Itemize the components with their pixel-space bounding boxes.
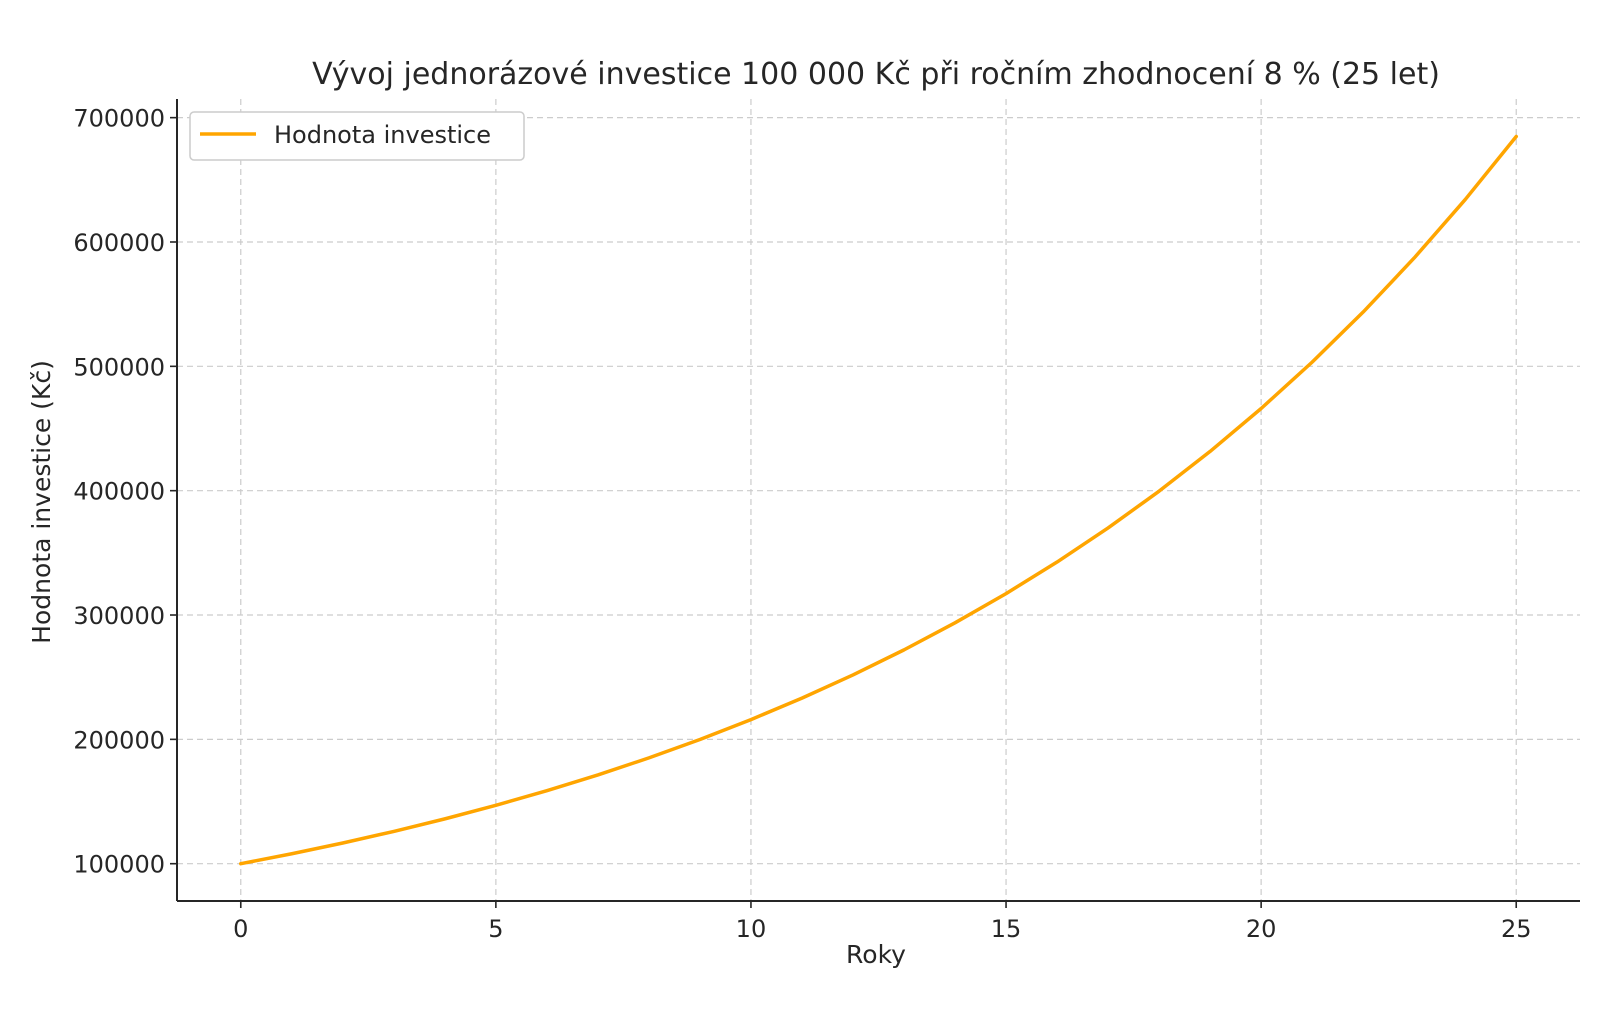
x-axis-label: Roky [846,940,906,969]
axes: 0 5 10 15 20 25 100000 200000 300000 400000 500000… [73,99,1580,943]
y-axis-label: Hodnota investice (Kč) [27,360,56,644]
legend-box [189,111,525,161]
y-tick-label: 300000 [73,602,165,630]
y-tick-label: 500000 [73,353,165,381]
y-tick-label: 600000 [73,229,165,257]
x-tick-label: 15 [991,915,1022,943]
x-tick-label: 20 [1246,915,1277,943]
chart-title: Vývoj jednorázové investice 100 000 Kč p… [312,57,1440,92]
y-tick-label: 700000 [73,105,165,133]
x-tick-label: 10 [736,915,767,943]
series-line-hodnota-investice [239,134,1518,866]
x-tick-label: 25 [1501,915,1532,943]
x-tick-label: 0 [233,915,248,943]
y-tick-label: 100000 [73,851,165,879]
y-tick-label: 400000 [73,478,165,506]
x-tick-label: 5 [488,915,503,943]
legend: Hodnota investice [189,111,525,161]
legend-label: Hodnota investice [274,121,491,149]
grid [177,99,1580,901]
y-tick-label: 200000 [73,726,165,754]
series-layer [239,134,1518,866]
